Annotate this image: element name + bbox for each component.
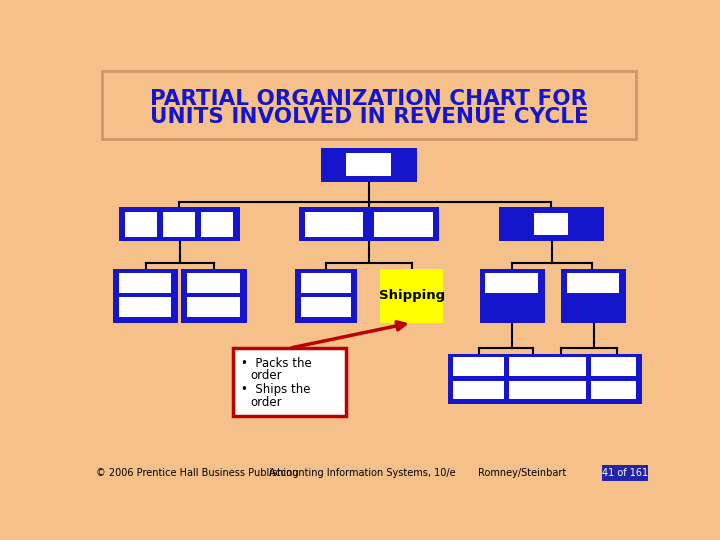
Bar	[380, 269, 444, 323]
Bar	[163, 212, 195, 237]
Bar	[567, 273, 619, 294]
Bar	[346, 153, 391, 177]
Bar	[499, 207, 604, 241]
Text: Shipping: Shipping	[379, 289, 445, 302]
Bar	[102, 71, 636, 139]
Bar	[590, 381, 636, 399]
Bar	[586, 354, 642, 403]
Bar	[530, 354, 593, 403]
Bar	[300, 207, 438, 241]
Bar	[201, 212, 233, 237]
Bar	[125, 212, 158, 237]
Text: •  Ships the: • Ships the	[241, 383, 310, 396]
Bar	[448, 354, 510, 403]
Bar	[90, 465, 648, 481]
Bar	[301, 298, 351, 318]
Text: order: order	[251, 369, 282, 382]
Bar	[187, 273, 240, 293]
Bar	[454, 357, 504, 376]
Bar	[119, 273, 171, 293]
Text: PARTIAL ORGANIZATION CHART FOR: PARTIAL ORGANIZATION CHART FOR	[150, 89, 588, 109]
Bar	[301, 273, 351, 293]
Text: UNITS INVOLVED IN REVENUE CYCLE: UNITS INVOLVED IN REVENUE CYCLE	[150, 107, 588, 127]
Bar	[536, 357, 586, 376]
Text: © 2006 Prentice Hall Business Publishing: © 2006 Prentice Hall Business Publishing	[96, 468, 299, 478]
Bar	[508, 357, 559, 376]
Bar	[321, 148, 417, 182]
Bar	[536, 381, 586, 399]
Bar	[534, 213, 568, 235]
Text: order: order	[251, 396, 282, 409]
Bar	[181, 269, 246, 323]
Bar	[503, 354, 565, 403]
Bar	[119, 298, 171, 318]
Bar	[305, 212, 363, 237]
Bar	[233, 348, 346, 416]
Text: Accounting Information Systems, 10/e: Accounting Information Systems, 10/e	[269, 468, 456, 478]
Text: 41 of 161: 41 of 161	[602, 468, 648, 478]
Bar	[485, 273, 538, 294]
Bar	[295, 269, 357, 323]
Bar	[480, 269, 545, 323]
Text: •  Packs the: • Packs the	[241, 357, 312, 370]
Bar	[113, 269, 179, 323]
Bar	[601, 465, 648, 481]
Bar	[561, 269, 626, 323]
Bar	[590, 357, 636, 376]
Text: Romney/Steinbart: Romney/Steinbart	[478, 468, 567, 478]
Bar	[120, 207, 240, 241]
Bar	[454, 381, 504, 399]
Bar	[187, 298, 240, 318]
Bar	[374, 212, 433, 237]
FancyArrowPatch shape	[292, 322, 405, 348]
Bar	[508, 381, 559, 399]
